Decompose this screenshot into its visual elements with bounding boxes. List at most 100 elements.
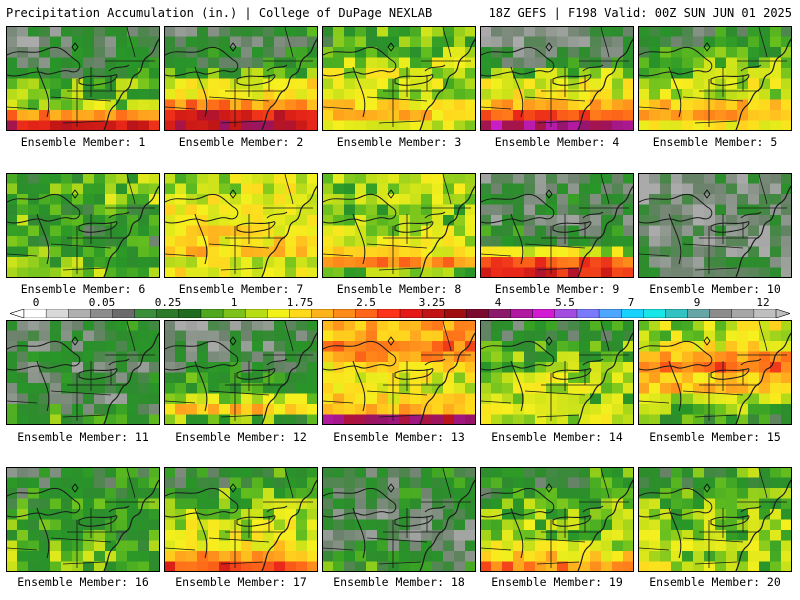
map-border-line xyxy=(710,221,750,233)
precip-cell xyxy=(344,330,357,343)
precip-cell xyxy=(481,183,493,196)
precip-cell xyxy=(781,68,791,81)
colorbar-tick-label: 7 xyxy=(627,296,635,309)
precip-cell xyxy=(197,267,210,277)
precip-cell xyxy=(323,89,335,102)
precip-cell xyxy=(726,468,739,480)
precip-cell xyxy=(116,414,129,424)
precip-cell xyxy=(759,236,772,249)
precip-cell xyxy=(149,498,159,511)
precip-cell xyxy=(296,393,309,406)
map-border-line xyxy=(510,213,524,265)
precip-cell xyxy=(612,362,625,375)
precip-cell xyxy=(623,321,633,333)
precip-cell xyxy=(639,362,651,375)
precip-cell xyxy=(726,194,739,207)
precip-cell xyxy=(116,68,129,81)
precip-cell xyxy=(421,174,434,186)
precip-cell xyxy=(546,204,559,217)
map-border-line xyxy=(36,360,50,412)
precip-cell xyxy=(491,498,504,511)
precip-cell xyxy=(208,530,221,543)
precip-cell xyxy=(612,120,625,130)
precip-cell xyxy=(704,330,717,343)
precip-cell xyxy=(601,383,614,396)
precip-cell xyxy=(432,36,445,49)
precip-cell xyxy=(165,57,177,70)
precip-cell xyxy=(737,47,750,60)
precip-cell xyxy=(546,561,559,571)
precip-cell xyxy=(557,488,570,501)
map-border-line xyxy=(108,211,130,219)
precip-cell xyxy=(454,321,467,333)
precip-cell xyxy=(770,540,783,553)
precip-cell xyxy=(671,351,684,364)
precip-cell xyxy=(7,414,19,424)
precip-cell xyxy=(704,110,717,123)
colorbar-swatch xyxy=(377,309,401,318)
precip-cell xyxy=(535,174,548,186)
map-border-line xyxy=(7,547,38,551)
precip-cell xyxy=(333,372,346,385)
precip-cell xyxy=(296,383,309,396)
precip-cell xyxy=(344,27,357,39)
precip-cell xyxy=(454,246,467,259)
precip-cell xyxy=(671,383,684,396)
precip-cell xyxy=(704,351,717,364)
precip-cell xyxy=(568,236,581,249)
precip-cell xyxy=(715,194,728,207)
precip-cell xyxy=(252,89,265,102)
precip-cell xyxy=(513,174,526,186)
precip-cell xyxy=(432,99,445,112)
precip-cell xyxy=(333,551,346,564)
precip-cell xyxy=(557,36,570,49)
ensemble-panel xyxy=(322,173,476,278)
map-border-line xyxy=(394,368,434,380)
precip-cell xyxy=(149,330,159,343)
precip-cell xyxy=(748,257,761,270)
precip-cell xyxy=(491,267,504,277)
precip-cell xyxy=(241,120,254,130)
precip-cell xyxy=(410,27,423,39)
precip-cell xyxy=(197,47,210,60)
precip-cell xyxy=(715,321,728,333)
precip-cell xyxy=(355,204,368,217)
precip-cell xyxy=(715,68,728,81)
precip-cell xyxy=(7,519,19,532)
precip-cell xyxy=(274,330,287,343)
map-border-line xyxy=(323,106,354,110)
precip-cell xyxy=(323,530,335,543)
precip-cell xyxy=(704,183,717,196)
precip-cell xyxy=(116,341,129,354)
precip-cell xyxy=(105,393,118,406)
precip-cell xyxy=(579,362,592,375)
precip-cell xyxy=(748,488,761,501)
precip-cell xyxy=(72,27,85,39)
precip-cell xyxy=(307,110,317,123)
precip-cell xyxy=(28,36,41,49)
precip-cell xyxy=(579,194,592,207)
precip-cell xyxy=(502,110,515,123)
precip-cell xyxy=(94,215,107,228)
map-border-line xyxy=(524,96,586,102)
precip-cell xyxy=(557,99,570,112)
precip-cell xyxy=(127,488,140,501)
precip-cell xyxy=(737,267,750,277)
precip-cell xyxy=(491,27,504,39)
colorbar-swatch xyxy=(532,309,556,318)
precip-cell xyxy=(660,215,673,228)
precip-cell xyxy=(7,372,19,385)
precip-cell xyxy=(175,183,188,196)
precip-cell xyxy=(612,246,625,259)
precip-cell xyxy=(491,183,504,196)
precip-cell xyxy=(366,204,379,217)
precip-cell xyxy=(241,246,254,259)
precip-cell xyxy=(307,246,317,259)
precip-cell xyxy=(421,257,434,270)
precip-cell xyxy=(443,551,456,564)
precip-cell xyxy=(127,215,140,228)
precip-cell xyxy=(149,404,159,417)
map-border-line xyxy=(261,38,317,130)
precip-cell xyxy=(377,204,390,217)
precip-cell xyxy=(623,351,633,364)
